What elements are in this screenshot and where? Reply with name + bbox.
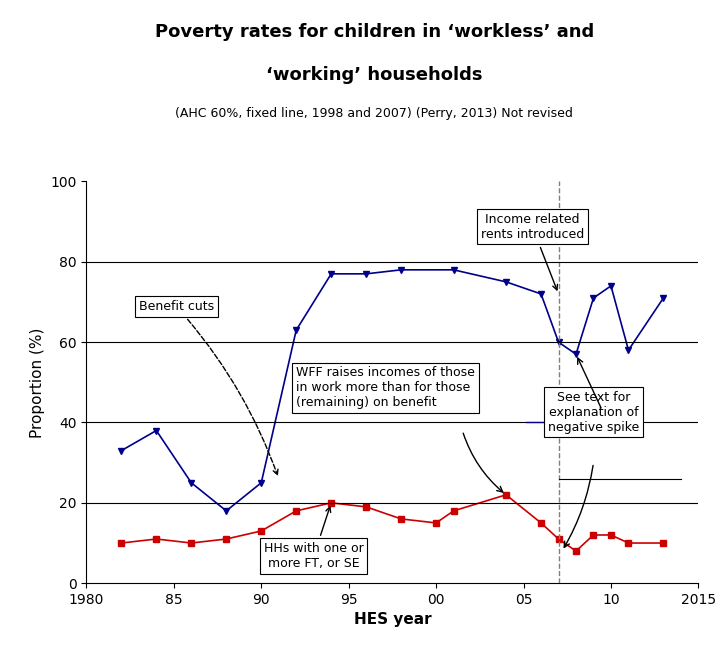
Text: See text for
explanation of
negative spike: See text for explanation of negative spi… bbox=[548, 391, 639, 434]
Text: WFF raises incomes of those
in work more than for those
(remaining) on benefit: WFF raises incomes of those in work more… bbox=[296, 366, 475, 410]
Text: (AHC 60%, fixed line, 1998 and 2007) (Perry, 2013) Not revised: (AHC 60%, fixed line, 1998 and 2007) (Pe… bbox=[176, 107, 573, 120]
Text: HHs with one or
more FT, or SE: HHs with one or more FT, or SE bbox=[264, 507, 364, 570]
Text: Poverty rates for children in ‘workless’ and: Poverty rates for children in ‘workless’… bbox=[155, 23, 594, 41]
X-axis label: HES year: HES year bbox=[354, 612, 431, 627]
Text: Income related
rents introduced: Income related rents introduced bbox=[481, 213, 584, 290]
Text: Benefit cuts: Benefit cuts bbox=[139, 300, 278, 475]
Y-axis label: Proportion (%): Proportion (%) bbox=[30, 327, 45, 437]
Text: ‘working’ households: ‘working’ households bbox=[266, 65, 482, 84]
